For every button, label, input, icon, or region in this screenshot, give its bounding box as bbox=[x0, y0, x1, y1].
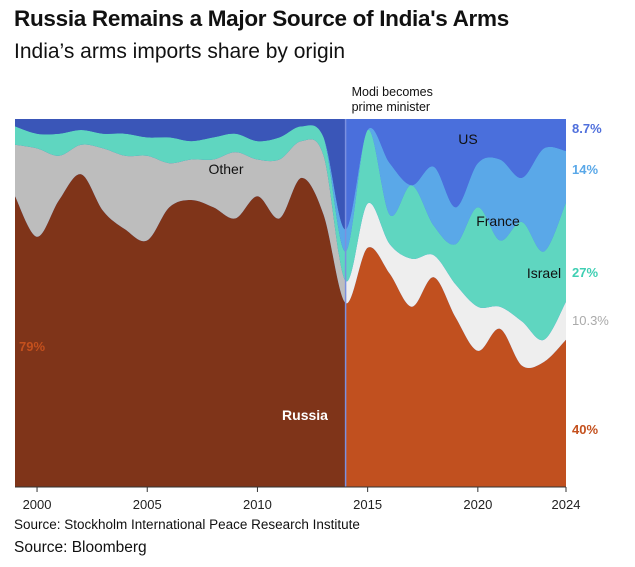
annotation-modi-line-1: Modi becomes bbox=[352, 85, 433, 99]
area-other-before-modi bbox=[15, 139, 346, 304]
end-label-russia: 40% bbox=[572, 422, 598, 437]
end-label-france: 14% bbox=[572, 162, 598, 177]
start-label-russia: 79% bbox=[19, 339, 45, 354]
end-label-other: 10.3% bbox=[572, 313, 609, 328]
area-france-after-modi bbox=[345, 127, 566, 252]
end-label-israel: 27% bbox=[572, 265, 598, 280]
area-other-after-modi bbox=[345, 203, 566, 368]
x-tick-label-2000: 2000 bbox=[23, 497, 52, 512]
area-us-before-modi bbox=[15, 119, 346, 230]
annotation-modi-line-2: prime minister bbox=[352, 100, 431, 114]
source-credit: Source: Bloomberg bbox=[14, 539, 147, 556]
series-label-other: Other bbox=[208, 161, 243, 177]
x-tick-label-2015: 2015 bbox=[353, 497, 382, 512]
source-note: Source: Stockholm International Peace Re… bbox=[14, 517, 360, 532]
area-russia-before-modi bbox=[15, 174, 346, 488]
series-label-israel: Israel bbox=[527, 265, 561, 281]
chart-subtitle: India’s arms imports share by origin bbox=[14, 40, 346, 63]
series-label-us: US bbox=[458, 131, 477, 147]
area-israel-before-modi bbox=[15, 124, 346, 281]
area-us-after-modi bbox=[345, 119, 566, 230]
end-label-us: 8.7% bbox=[572, 121, 602, 136]
series-label-russia: Russia bbox=[282, 407, 328, 423]
x-tick-label-2024: 2024 bbox=[552, 497, 581, 512]
series-label-france: France bbox=[476, 213, 520, 229]
chart-title: Russia Remains a Major Source of India's… bbox=[14, 6, 509, 31]
x-tick-label-2005: 2005 bbox=[133, 497, 162, 512]
x-tick-label-2020: 2020 bbox=[463, 497, 492, 512]
x-tick-label-2010: 2010 bbox=[243, 497, 272, 512]
area-israel-after-modi bbox=[345, 129, 566, 341]
area-russia-after-modi bbox=[345, 247, 566, 488]
